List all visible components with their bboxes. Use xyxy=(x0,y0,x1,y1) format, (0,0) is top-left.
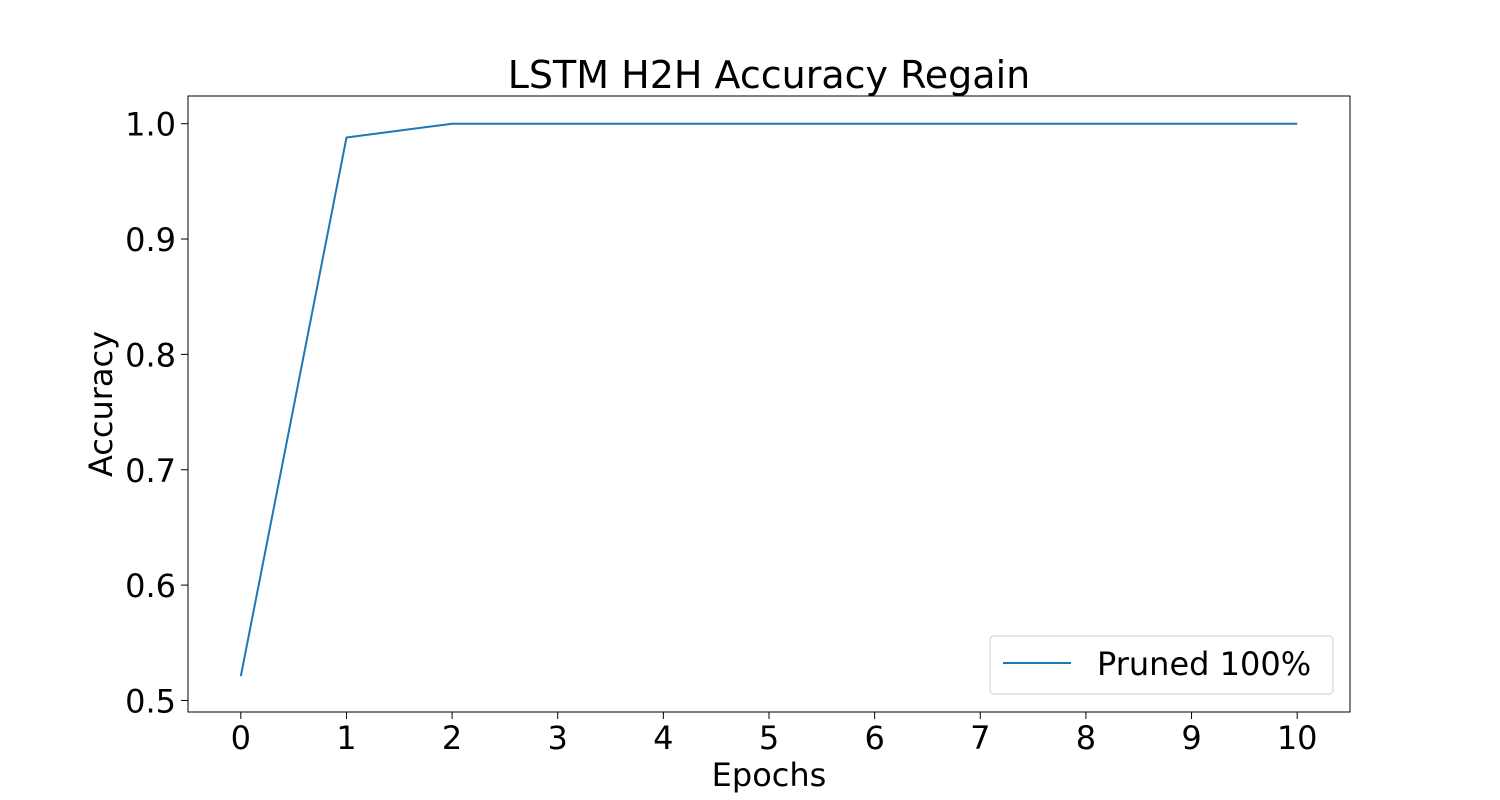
x-tick-label: 8 xyxy=(1076,719,1096,757)
y-tick-label: 0.5 xyxy=(125,682,176,720)
y-tick-label: 0.9 xyxy=(125,221,176,259)
x-tick-label: 1 xyxy=(336,719,356,757)
y-axis-ticks: 0.5 0.6 0.7 0.8 0.9 1.0 xyxy=(125,106,188,720)
x-axis-ticks: 0 1 2 3 4 5 6 7 8 9 10 xyxy=(231,712,1318,757)
x-tick-label: 10 xyxy=(1277,719,1318,757)
y-tick-label: 0.7 xyxy=(125,452,176,490)
legend-box xyxy=(989,635,1334,695)
x-tick-label: 9 xyxy=(1181,719,1201,757)
x-tick-label: 3 xyxy=(548,719,568,757)
y-tick-label: 1.0 xyxy=(125,106,176,144)
x-axis-label: Epochs xyxy=(712,756,827,794)
x-tick-label: 6 xyxy=(864,719,884,757)
series-line-0 xyxy=(239,122,1298,677)
x-tick-label: 5 xyxy=(759,719,779,757)
y-tick-label: 0.6 xyxy=(125,567,176,605)
x-tick-label: 2 xyxy=(442,719,462,757)
legend-label: Pruned 100% xyxy=(1097,645,1311,683)
series-group xyxy=(239,122,1298,677)
legend: Pruned 100% xyxy=(989,635,1334,695)
chart-title: LSTM H2H Accuracy Regain xyxy=(508,53,1030,97)
x-tick-label: 4 xyxy=(653,719,673,757)
x-tick-label: 7 xyxy=(970,719,990,757)
x-tick-label: 0 xyxy=(231,719,251,757)
plot-area-frame xyxy=(187,95,1351,713)
y-tick-label: 0.8 xyxy=(125,336,176,374)
y-axis-label: Accuracy xyxy=(82,331,120,477)
